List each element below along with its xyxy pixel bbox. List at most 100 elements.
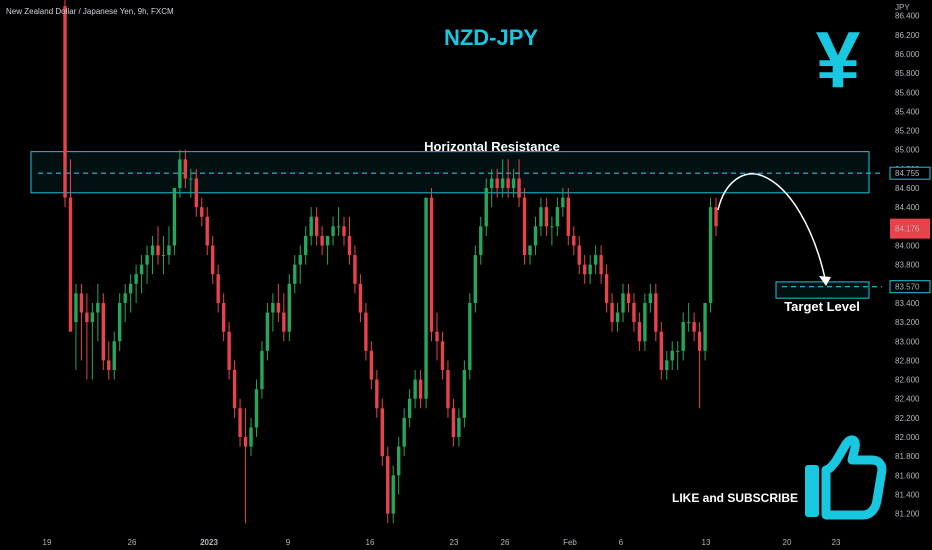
- candle-body[interactable]: [566, 197, 570, 236]
- candle-body[interactable]: [681, 322, 685, 351]
- candle-body[interactable]: [544, 207, 549, 227]
- candle-body[interactable]: [172, 188, 177, 246]
- candle-body[interactable]: [659, 331, 663, 370]
- candle-body[interactable]: [194, 178, 198, 208]
- candle-body[interactable]: [276, 302, 281, 313]
- candle-body[interactable]: [632, 302, 636, 323]
- candle-body[interactable]: [227, 331, 231, 370]
- candle-body[interactable]: [128, 283, 133, 294]
- candle-body[interactable]: [697, 331, 702, 351]
- candle-body[interactable]: [238, 408, 242, 438]
- candle-body[interactable]: [665, 360, 669, 370]
- candle-body[interactable]: [189, 178, 193, 180]
- candle-body[interactable]: [79, 293, 84, 313]
- candle-body[interactable]: [424, 197, 428, 399]
- candle-body[interactable]: [216, 274, 220, 303]
- candle-body[interactable]: [457, 417, 461, 438]
- candle-body[interactable]: [484, 188, 488, 227]
- candle-body[interactable]: [287, 283, 291, 332]
- candle-body[interactable]: [178, 159, 182, 189]
- candle-body[interactable]: [604, 274, 609, 303]
- candle-body[interactable]: [156, 245, 160, 256]
- candle-body[interactable]: [353, 255, 357, 284]
- candle-body[interactable]: [364, 312, 368, 351]
- candle-body[interactable]: [522, 197, 527, 256]
- candle-body[interactable]: [407, 398, 412, 418]
- candle-body[interactable]: [167, 245, 171, 256]
- candle-body[interactable]: [342, 226, 346, 236]
- candle-body[interactable]: [686, 322, 691, 324]
- candle-body[interactable]: [435, 331, 439, 342]
- candle-body[interactable]: [648, 293, 653, 303]
- candle-body[interactable]: [599, 255, 603, 275]
- candle-body[interactable]: [413, 379, 417, 399]
- candle-body[interactable]: [243, 437, 248, 447]
- candle-body[interactable]: [451, 408, 456, 438]
- candle-body[interactable]: [588, 264, 592, 275]
- candle-body[interactable]: [358, 283, 363, 313]
- candle-body[interactable]: [676, 350, 680, 352]
- candle-body[interactable]: [304, 235, 308, 256]
- target-zone[interactable]: [775, 281, 870, 299]
- candle-body[interactable]: [670, 350, 674, 361]
- candle-body[interactable]: [517, 178, 521, 198]
- candle-body[interactable]: [123, 293, 127, 303]
- candle-body[interactable]: [490, 178, 494, 189]
- candle-body[interactable]: [293, 264, 297, 284]
- candle-body[interactable]: [577, 245, 581, 265]
- candle-body[interactable]: [183, 159, 188, 179]
- candle-body[interactable]: [249, 427, 253, 447]
- candle-body[interactable]: [63, 6, 67, 198]
- candle-body[interactable]: [320, 235, 324, 246]
- candle-body[interactable]: [205, 216, 209, 246]
- candle-body[interactable]: [331, 226, 335, 236]
- candle-body[interactable]: [561, 197, 565, 208]
- candle-body[interactable]: [107, 360, 111, 370]
- candle-body[interactable]: [314, 216, 319, 236]
- candle-body[interactable]: [150, 245, 155, 256]
- candle-body[interactable]: [118, 302, 122, 342]
- candle-body[interactable]: [211, 245, 215, 275]
- candle-body[interactable]: [139, 264, 144, 275]
- candle-body[interactable]: [260, 350, 264, 390]
- candle-body[interactable]: [511, 178, 516, 189]
- candle-body[interactable]: [440, 341, 445, 370]
- candle-body[interactable]: [473, 255, 477, 303]
- candle-body[interactable]: [397, 446, 401, 476]
- candle-body[interactable]: [298, 255, 302, 265]
- candle-body[interactable]: [68, 197, 73, 332]
- candle-body[interactable]: [468, 302, 472, 370]
- candle-body[interactable]: [90, 312, 95, 323]
- candle-body[interactable]: [85, 312, 89, 323]
- candle-body[interactable]: [479, 226, 483, 256]
- candle-body[interactable]: [325, 235, 330, 246]
- candle-body[interactable]: [74, 293, 78, 323]
- candle-body[interactable]: [254, 389, 259, 428]
- candle-body[interactable]: [282, 312, 286, 332]
- candle-body[interactable]: [506, 178, 510, 189]
- candle-body[interactable]: [500, 178, 505, 189]
- candle-body[interactable]: [550, 226, 554, 228]
- candle-body[interactable]: [555, 207, 560, 227]
- candle-body[interactable]: [572, 235, 576, 246]
- time-axis[interactable]: 19 26 2023 9 16 23 26 Feb 6 13 20 23: [43, 538, 841, 547]
- candle-body[interactable]: [101, 302, 105, 361]
- candle-body[interactable]: [386, 456, 390, 514]
- candle-body[interactable]: [654, 293, 658, 332]
- candle-body[interactable]: [418, 379, 423, 399]
- candle-body[interactable]: [615, 312, 620, 323]
- candle-body[interactable]: [446, 369, 450, 409]
- candle-body[interactable]: [533, 226, 538, 246]
- candle-body[interactable]: [539, 207, 543, 227]
- candle-body[interactable]: [703, 302, 707, 351]
- candle-body[interactable]: [96, 302, 100, 313]
- candle-body[interactable]: [429, 197, 434, 332]
- candle-body[interactable]: [610, 302, 614, 323]
- candle-body[interactable]: [271, 302, 275, 313]
- candle-body[interactable]: [528, 245, 532, 256]
- candle-body[interactable]: [200, 207, 204, 217]
- candle-body[interactable]: [495, 178, 499, 189]
- resistance-zone[interactable]: [30, 151, 870, 194]
- candle-body[interactable]: [583, 264, 587, 275]
